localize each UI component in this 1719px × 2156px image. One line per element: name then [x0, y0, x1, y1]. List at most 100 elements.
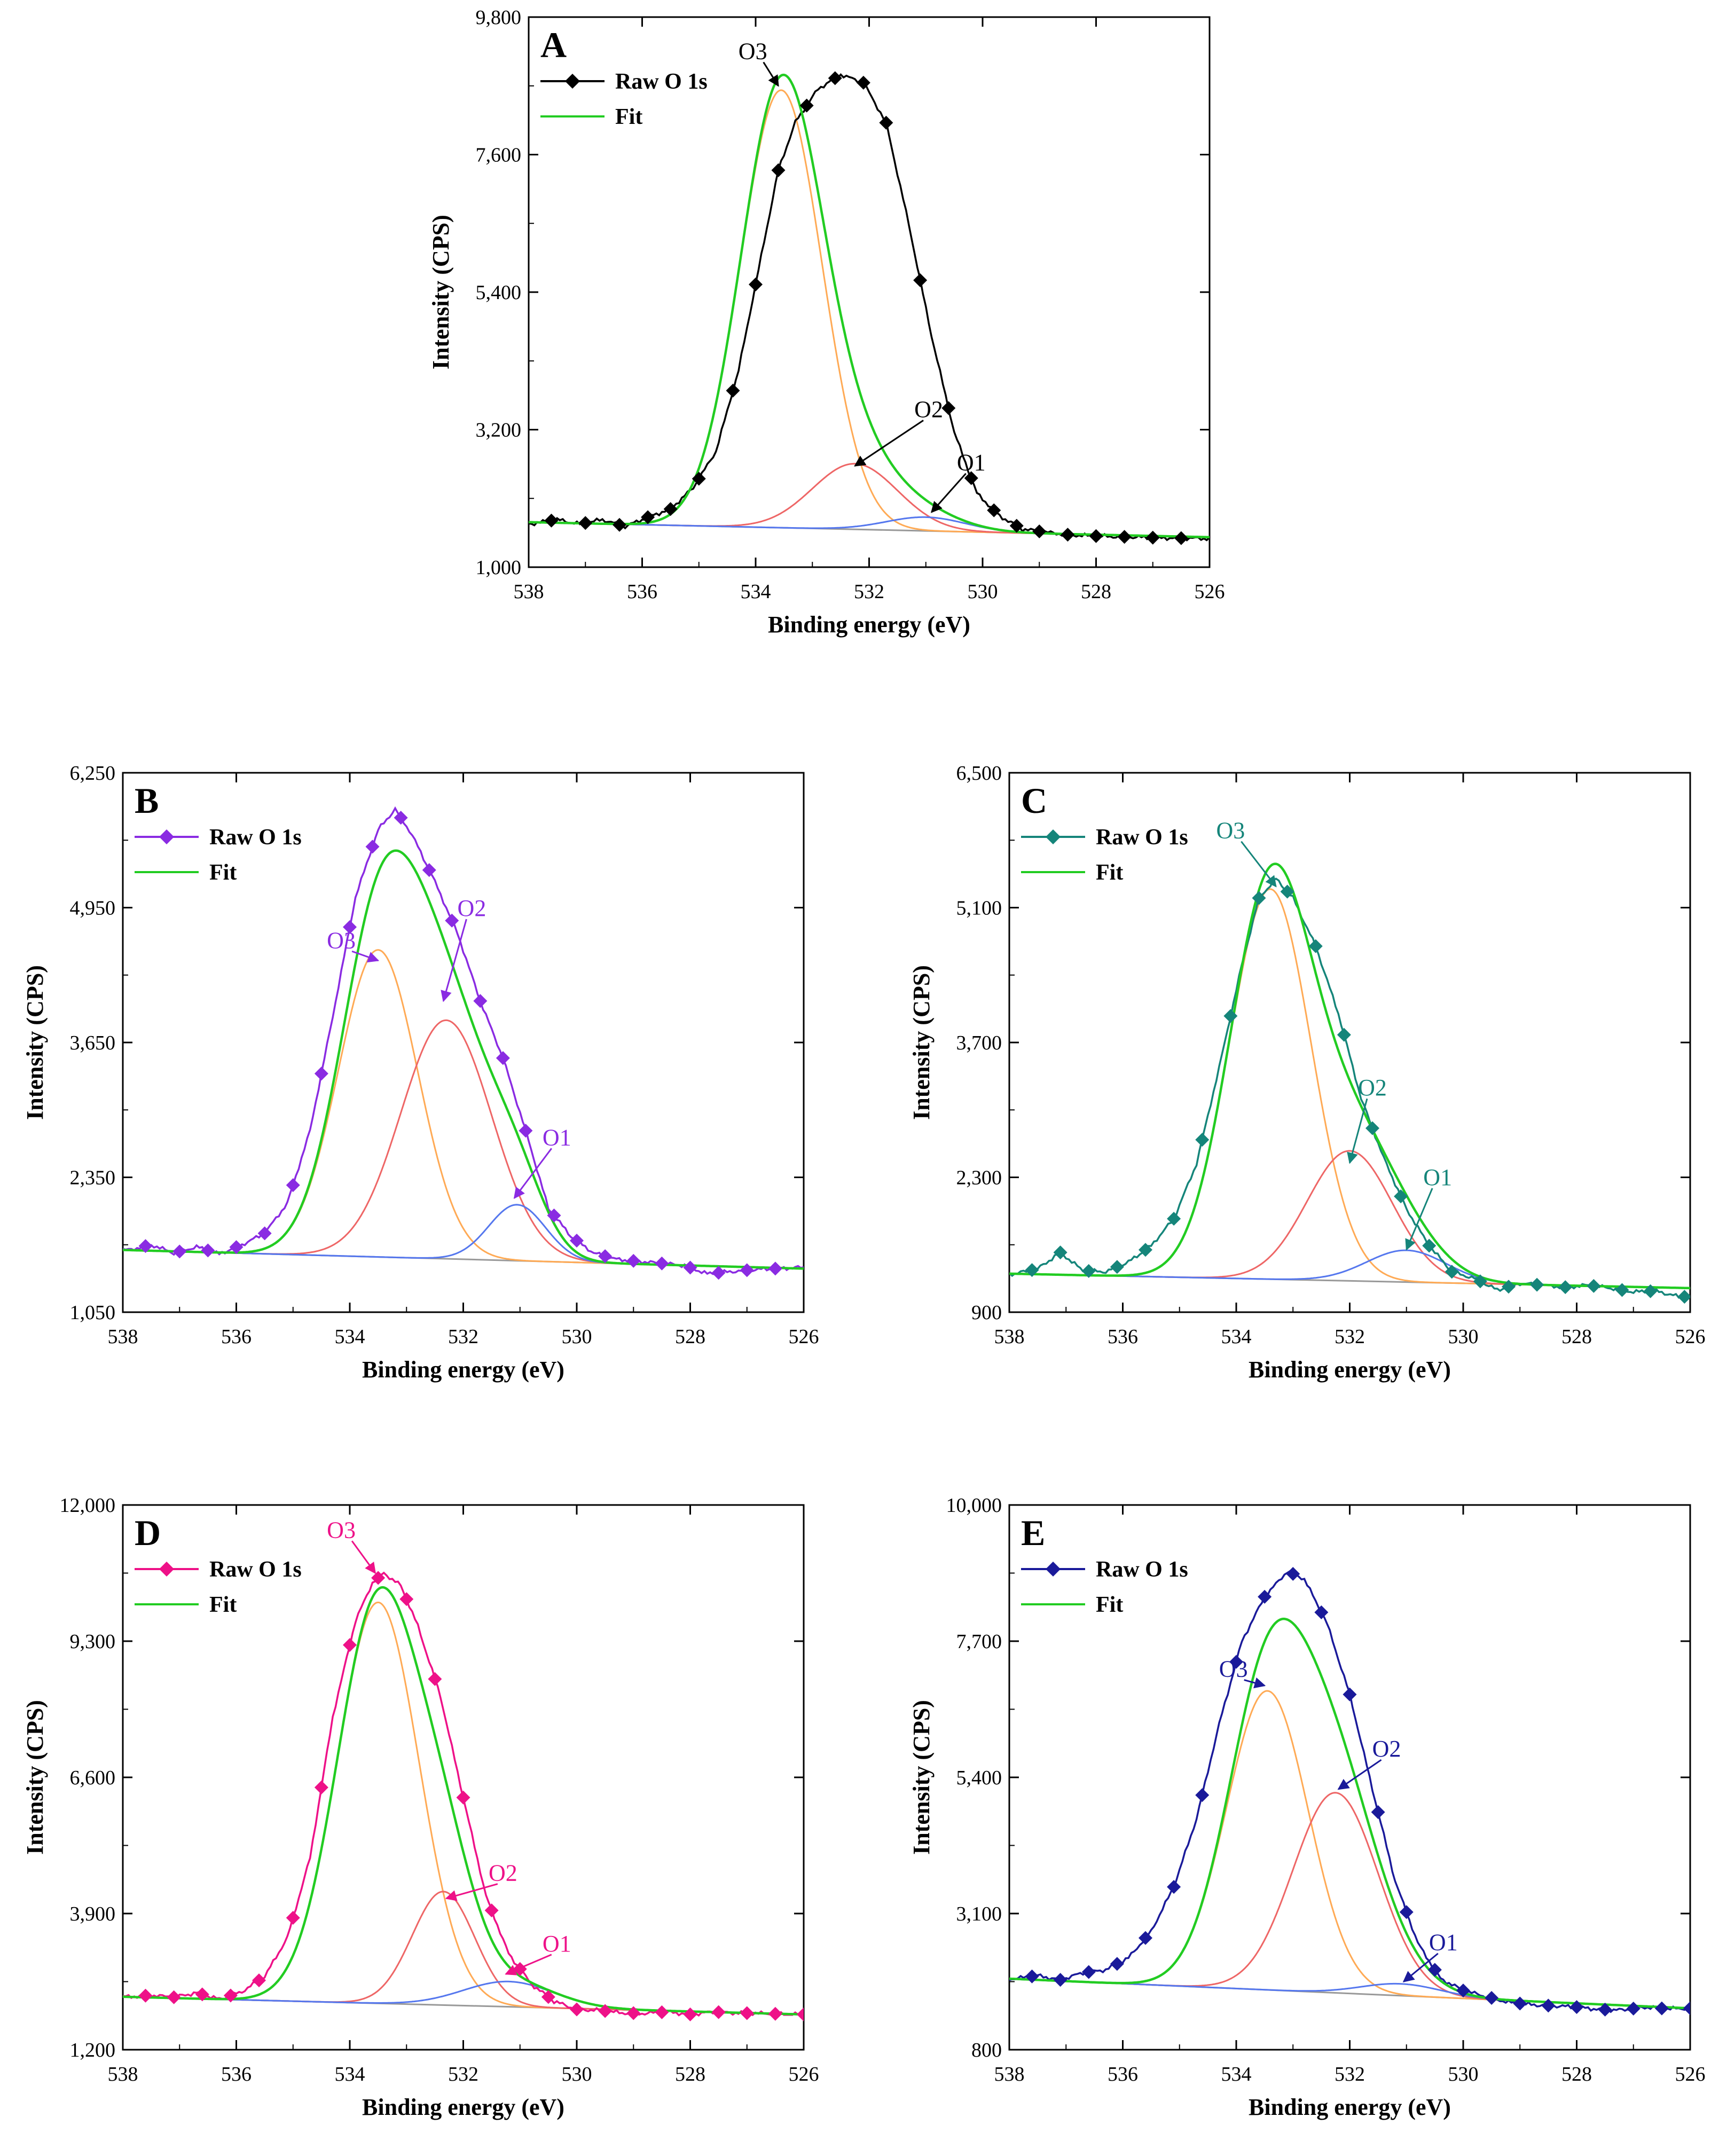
- plot-area-C: [1009, 863, 1690, 1304]
- peak-label-o1: O1: [957, 450, 986, 476]
- raw-data-marker: [771, 163, 786, 177]
- raw-data-marker: [399, 1592, 414, 1606]
- plot-frame: [122, 772, 805, 1313]
- y-tick-label: 3,900: [70, 1903, 116, 1925]
- x-tick-label: 538: [108, 1326, 138, 1348]
- annotation-arrow: [351, 950, 380, 963]
- x-tick-label: 534: [335, 1326, 365, 1348]
- raw-data-marker: [314, 1780, 328, 1794]
- y-tick-label: 5,100: [956, 897, 1002, 920]
- peak-o2-curve: [123, 1019, 804, 1269]
- chart-panel-B: 538 536 534 532 530 528 526 1,050 2,350 3,650 4,95…: [22, 762, 819, 1383]
- raw-data-marker: [1089, 529, 1103, 543]
- peak-label-o1: O1: [1429, 1930, 1458, 1956]
- panel-letter: A: [540, 25, 567, 65]
- raw-data-marker: [394, 811, 408, 825]
- x-tick-label: 530: [562, 1326, 592, 1348]
- x-tick-label: 526: [789, 1326, 819, 1348]
- raw-data-marker: [768, 1261, 782, 1276]
- annotation-arrow: [1347, 1098, 1368, 1164]
- raw-data-marker: [711, 1266, 726, 1280]
- peak-label-o3: O3: [739, 38, 767, 64]
- raw-data-marker: [663, 502, 678, 516]
- raw-data-marker: [1502, 1280, 1516, 1294]
- raw-data-marker: [879, 115, 893, 130]
- peak-o3-curve: [123, 1602, 804, 2016]
- annotation-arrow: [1405, 1188, 1433, 1251]
- y-tick-label: 5,400: [956, 1767, 1002, 1789]
- raw-data-marker: [964, 471, 978, 485]
- raw-data-marker: [626, 1253, 641, 1268]
- y-tick-label: 12,000: [60, 1494, 116, 1517]
- x-tick-label: 536: [1108, 2063, 1138, 2086]
- raw-data-marker: [1117, 530, 1132, 544]
- raw-data-marker: [1343, 1687, 1357, 1702]
- raw-data-marker: [445, 913, 459, 928]
- raw-data-marker: [138, 1988, 153, 2003]
- x-tick-label: 534: [1221, 1326, 1252, 1348]
- x-tick-label: 538: [994, 2063, 1025, 2086]
- y-axis-title: Intensity (CPS): [22, 965, 48, 1120]
- x-axis-title: Binding energy (eV): [362, 2094, 564, 2120]
- raw-data-marker: [1081, 1965, 1096, 1979]
- raw-data-marker: [1053, 1245, 1067, 1260]
- raw-data-marker: [201, 1243, 215, 1258]
- legend-fit-label: Fit: [209, 860, 237, 885]
- raw-data-marker: [1223, 1009, 1238, 1023]
- raw-data-marker: [1427, 1963, 1442, 1977]
- raw-data-marker: [1032, 524, 1047, 538]
- x-tick-label: 534: [741, 581, 771, 603]
- y-tick-label: 900: [971, 1302, 1002, 1324]
- raw-data-marker: [683, 1260, 697, 1275]
- raw-data-marker: [1025, 1969, 1039, 1983]
- y-tick-label: 9,800: [476, 6, 522, 29]
- legend-fit-label: Fit: [1096, 860, 1123, 885]
- raw-data-marker: [626, 2006, 641, 2020]
- raw-data-marker: [428, 1672, 442, 1686]
- raw-data-marker: [252, 1973, 266, 1988]
- y-tick-label: 800: [971, 2039, 1002, 2061]
- raw-data-marker: [1167, 1880, 1181, 1894]
- raw-data-marker: [598, 2004, 613, 2018]
- plot-frame: [122, 1504, 805, 2051]
- x-tick-label: 528: [675, 1326, 705, 1348]
- x-axis-title: Binding energy (eV): [1249, 2094, 1451, 2120]
- x-tick-label: 536: [221, 2063, 252, 2086]
- legend-raw-label: Raw O 1s: [209, 1557, 302, 1582]
- raw-data-marker: [1145, 530, 1160, 545]
- raw-data-marker: [1337, 1028, 1351, 1042]
- y-tick-label: 3,650: [70, 1032, 116, 1054]
- annotation-arrow: [351, 1540, 376, 1574]
- raw-data-marker: [257, 1226, 272, 1241]
- panel-letter: D: [135, 1512, 161, 1553]
- annotation-arrow: [441, 919, 467, 1002]
- y-axis-title: Intensity (CPS): [908, 1700, 935, 1855]
- raw-o1s-line: [529, 73, 1210, 542]
- peak-label-o1: O1: [543, 1124, 571, 1150]
- raw-data-marker: [740, 2006, 754, 2020]
- raw-data-marker: [223, 1988, 238, 2003]
- x-tick-label: 534: [1221, 2063, 1252, 2086]
- legend-raw-marker: [159, 1562, 174, 1577]
- x-tick-label: 530: [562, 2063, 592, 2086]
- legend-fit-label: Fit: [209, 1593, 237, 1617]
- raw-data-marker: [544, 513, 559, 528]
- panel-letter: B: [135, 780, 159, 821]
- raw-data-marker: [613, 518, 626, 532]
- x-tick-label: 538: [994, 1326, 1025, 1348]
- x-tick-label: 538: [108, 2063, 138, 2086]
- x-tick-label: 526: [1195, 581, 1225, 603]
- y-tick-label: 3,200: [476, 419, 522, 442]
- raw-data-marker: [1683, 2001, 1690, 2016]
- chart-panel-C: 538 536 534 532 530 528 526 900 2,300 3,700 5,100 6…: [908, 762, 1706, 1383]
- raw-data-marker: [913, 273, 928, 287]
- legend-raw-marker: [159, 829, 174, 844]
- y-tick-label: 7,700: [956, 1630, 1002, 1653]
- fit-line: [1009, 1618, 1690, 2010]
- plot-frame: [1008, 1504, 1691, 2051]
- raw-data-marker: [1280, 884, 1294, 899]
- raw-data-marker: [1314, 1605, 1329, 1619]
- x-tick-label: 532: [854, 581, 884, 603]
- x-tick-label: 526: [789, 2063, 819, 2086]
- raw-data-marker: [1258, 1589, 1272, 1604]
